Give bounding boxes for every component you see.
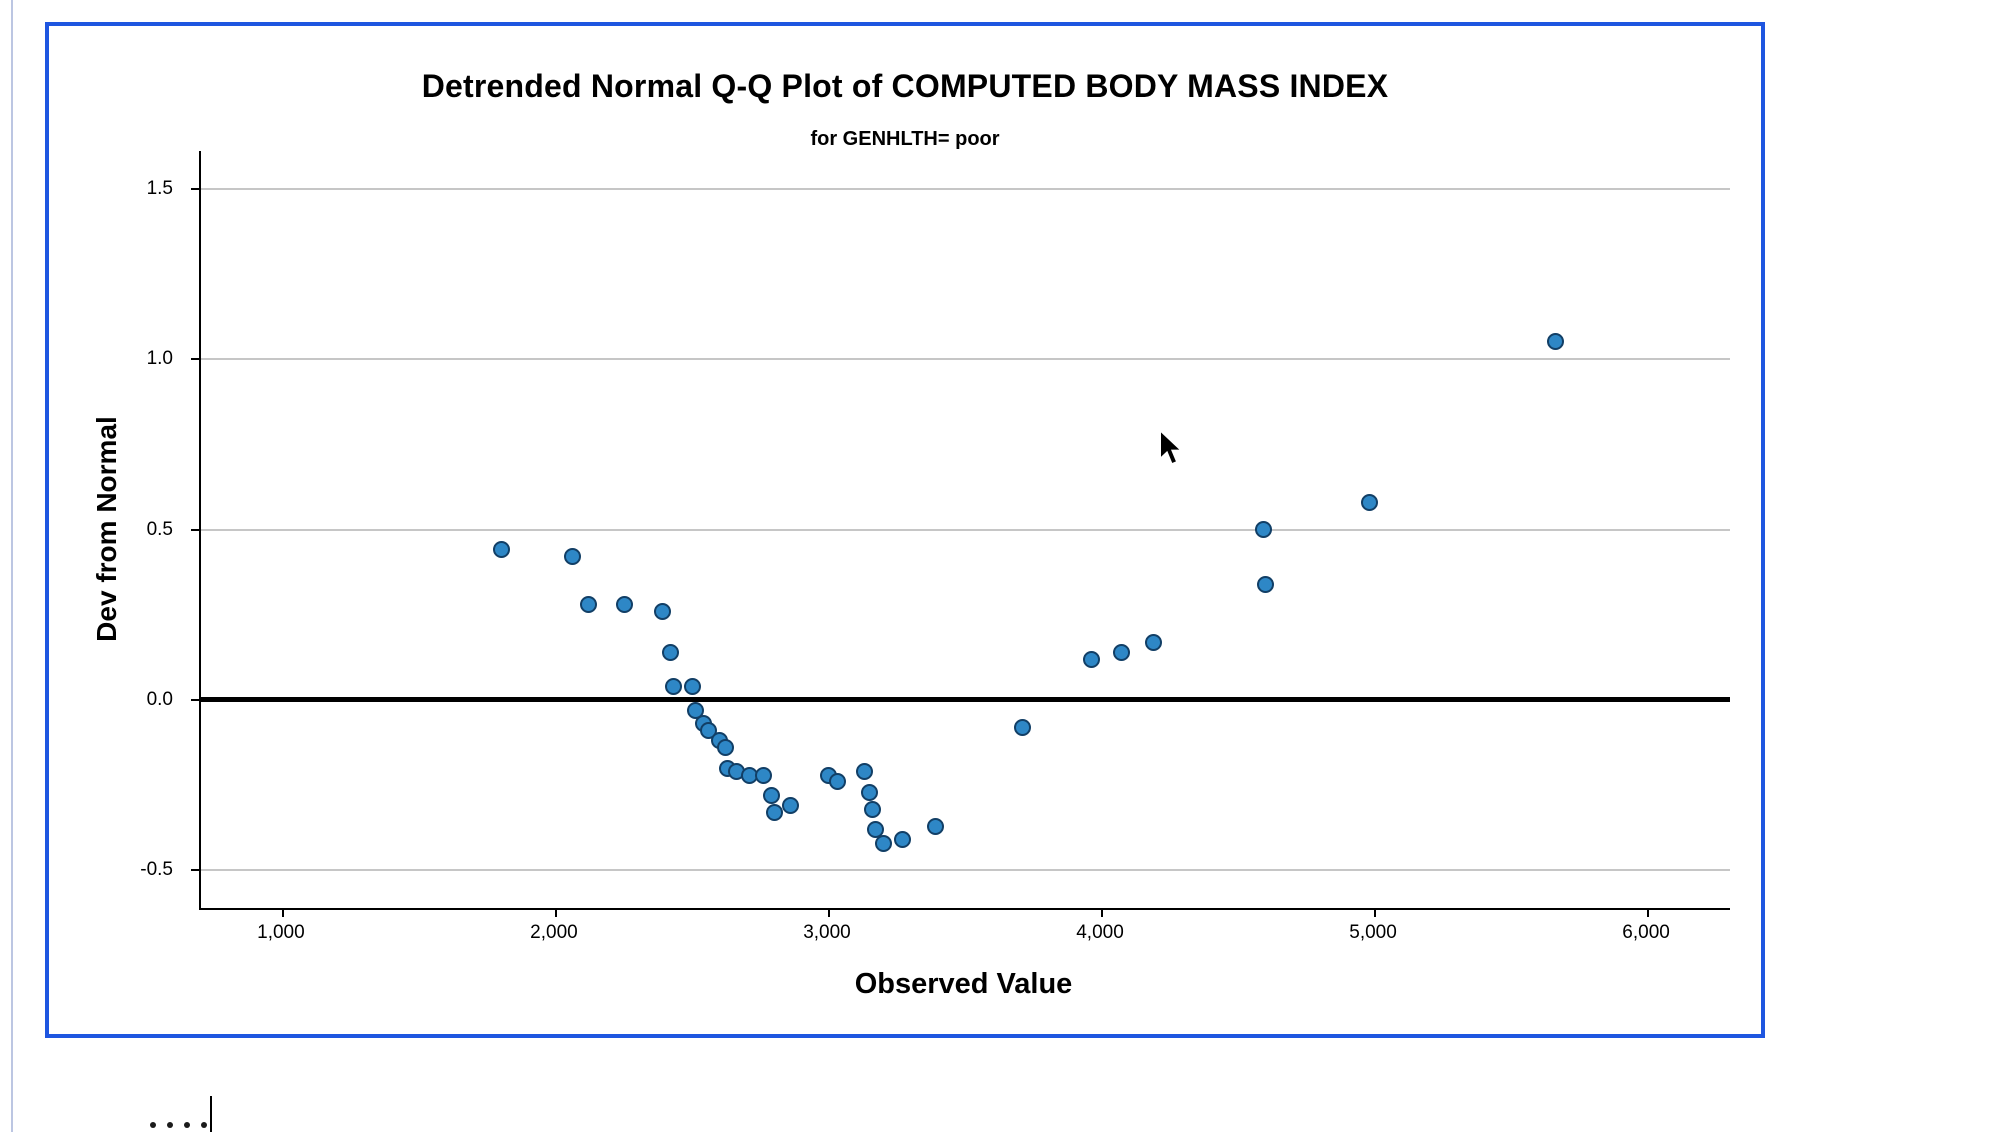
y-tick-mark — [191, 698, 199, 701]
next-chart-point — [201, 1122, 207, 1128]
chart-title: Detrended Normal Q-Q Plot of COMPUTED BO… — [421, 68, 1389, 104]
y-tick-mark — [191, 528, 199, 531]
zero-reference-line — [201, 697, 1730, 703]
mouse-cursor — [1159, 430, 1184, 465]
scatter-point — [492, 541, 510, 559]
x-tick-mark — [554, 910, 557, 917]
x-tick-mark — [1647, 910, 1650, 917]
horizontal-gridline — [201, 528, 1730, 531]
y-tick-label: -0.5 — [140, 859, 173, 881]
scatter-point — [615, 596, 633, 614]
y-tick-label: 1.0 — [146, 348, 173, 369]
y-axis-tick-labels: 1.5 1.0 0.5 0.0 -0.5 — [49, 151, 187, 908]
x-tick-mark — [281, 910, 284, 917]
scatter-point — [653, 602, 671, 620]
next-chart-point — [184, 1122, 190, 1128]
scatter-point — [1361, 493, 1379, 511]
scatter-point — [754, 766, 772, 784]
scatter-point — [580, 596, 598, 614]
chart-subtitle: for GENHLTH= poor — [810, 128, 1000, 150]
scatter-point — [765, 804, 783, 822]
scatter-point — [686, 701, 704, 719]
horizontal-gridline — [201, 869, 1730, 872]
x-tick-mark — [827, 910, 830, 917]
y-tick-label: 1.5 — [146, 177, 173, 199]
next-chart-fragment — [0, 1090, 300, 1132]
y-tick-label: 0.0 — [146, 688, 173, 710]
x-tick-label: 4,000 — [1076, 922, 1124, 943]
scatter-point — [1145, 633, 1163, 651]
scatter-point — [894, 831, 912, 849]
y-tick-label: 0.5 — [146, 518, 173, 540]
scatter-point — [1546, 333, 1564, 351]
scatter-point — [782, 797, 800, 815]
plot-area — [191, 151, 1730, 917]
scatter-point — [662, 643, 680, 661]
scatter-point — [866, 821, 884, 839]
y-tick-mark — [191, 358, 199, 360]
x-tick-mark — [1374, 910, 1377, 917]
horizontal-gridline — [201, 358, 1730, 360]
y-tick-mark — [191, 187, 199, 190]
scatter-point — [855, 763, 873, 781]
scatter-point — [716, 739, 734, 757]
scatter-point — [828, 773, 846, 791]
scatter-point — [926, 817, 944, 835]
next-chart-axis-line — [210, 1096, 212, 1132]
chart-object[interactable]: Detrended Normal Q-Q Plot of COMPUTED BO… — [45, 22, 1765, 1038]
scatter-point — [1112, 643, 1130, 661]
scatter-point — [1254, 521, 1272, 538]
scatter-point — [875, 834, 893, 852]
scatter-point — [864, 800, 882, 818]
x-tick-label: 3,000 — [803, 922, 851, 943]
next-chart-point — [150, 1122, 156, 1128]
x-tick-mark — [1101, 910, 1104, 917]
next-chart-point — [167, 1122, 173, 1128]
x-axis-tick-labels: 1,000 2,000 3,000 4,000 5,000 6,000 — [199, 922, 1728, 950]
scatter-point — [763, 786, 781, 804]
scatter-point — [861, 783, 879, 801]
scatter-point — [683, 677, 701, 695]
scatter-point — [1082, 650, 1100, 668]
y-tick-mark — [191, 869, 199, 872]
scatter-point — [563, 548, 581, 566]
x-tick-label: 5,000 — [1349, 922, 1397, 943]
x-tick-label: 1,000 — [257, 922, 305, 943]
scatter-point — [1014, 718, 1032, 736]
scatter-point — [1257, 575, 1275, 593]
x-axis-title: Observed Value — [854, 968, 1073, 1000]
horizontal-gridline — [201, 187, 1730, 190]
x-tick-label: 6,000 — [1622, 922, 1670, 943]
x-tick-label: 2,000 — [530, 922, 578, 943]
scatter-point — [664, 677, 682, 695]
pane-divider — [11, 0, 13, 1132]
